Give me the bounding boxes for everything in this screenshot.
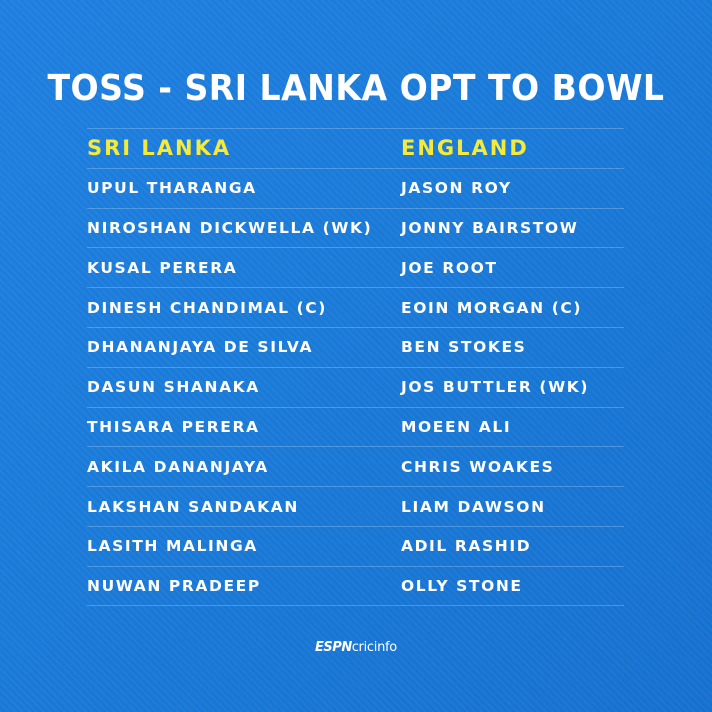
espncricinfo-logo: ESPNcricinfo [0,637,712,655]
player-england: CHRIS WOAKES [401,457,555,476]
player-england: OLLY STONE [401,576,523,595]
player-sri-lanka: KUSAL PERERA [87,258,238,277]
player-row: UPUL THARANGA JASON ROY [87,167,624,208]
player-row: DINESH CHANDIMAL (C) EOIN MORGAN (C) [87,287,624,327]
player-sri-lanka: NIROSHAN DICKWELLA (WK) [87,218,373,237]
espn-wordmark: ESPN [315,640,352,655]
team-header-row: SRI LANKA ENGLAND [87,128,624,168]
player-sri-lanka: THISARA PERERA [87,417,260,436]
team-name-england: ENGLAND [401,136,529,161]
player-row: NIROSHAN DICKWELLA (WK) JONNY BAIRSTOW [87,207,624,248]
player-sri-lanka: AKILA DANANJAYA [87,457,269,476]
player-row: DHANANJAYA DE SILVA BEN STOKES [87,326,624,367]
player-england: BEN STOKES [401,338,527,357]
player-sri-lanka: NUWAN PRADEEP [87,576,261,595]
player-row: THISARA PERERA MOEEN ALI [87,406,624,447]
player-england: ADIL RASHID [401,537,532,556]
player-row: AKILA DANANJAYA CHRIS WOAKES [87,446,624,486]
player-row: NUWAN PRADEEP OLLY STONE [87,565,624,606]
team-name-sri-lanka: SRI LANKA [87,136,232,161]
player-row: KUSAL PERERA JOE ROOT [87,247,624,287]
lineup-table: SRI LANKA ENGLAND UPUL THARANGA JASON RO… [87,128,624,606]
player-row: LASITH MALINGA ADIL RASHID [87,525,624,566]
player-england: JONNY BAIRSTOW [401,218,579,237]
player-sri-lanka: LAKSHAN SANDAKAN [87,497,299,516]
player-england: JASON ROY [401,179,512,198]
player-sri-lanka: DHANANJAYA DE SILVA [87,338,314,357]
player-england: LIAM DAWSON [401,497,546,516]
player-sri-lanka: LASITH MALINGA [87,537,258,556]
cricinfo-wordmark: cricinfo [351,640,398,655]
page-title: TOSS - SRI LANKA OPT TO BOWL [47,68,665,109]
player-sri-lanka: DASUN SHANAKA [87,378,260,397]
player-england: EOIN MORGAN (C) [401,298,583,317]
player-row: DASUN SHANAKA JOS BUTTLER (WK) [87,366,624,407]
player-row: LAKSHAN SANDAKAN LIAM DAWSON [87,486,624,526]
player-sri-lanka: UPUL THARANGA [87,179,257,198]
player-england: MOEEN ALI [401,417,512,436]
player-england: JOS BUTTLER (WK) [401,378,590,397]
player-england: JOE ROOT [401,258,498,277]
player-sri-lanka: DINESH CHANDIMAL (C) [87,298,327,317]
